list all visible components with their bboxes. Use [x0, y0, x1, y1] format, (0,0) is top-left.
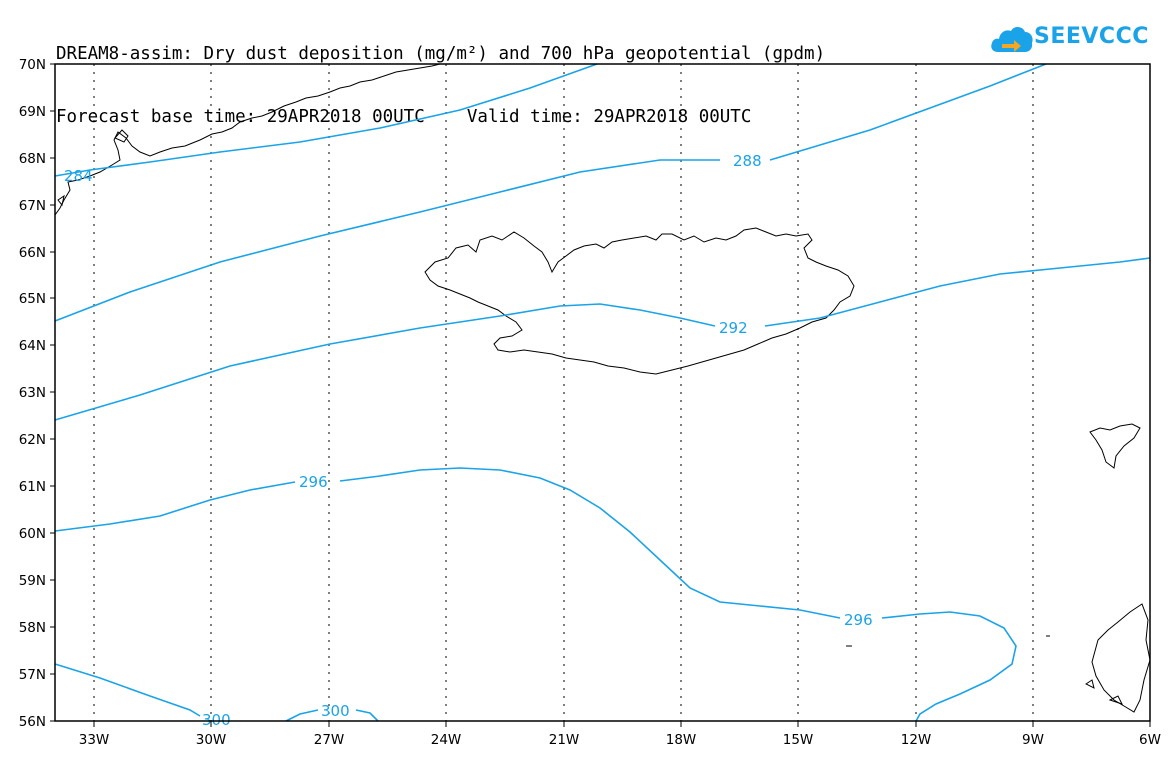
lat-label: 66N: [19, 245, 46, 261]
lat-label: 58N: [19, 620, 46, 636]
lon-label: 33W: [79, 732, 110, 748]
lat-label: 70N: [19, 57, 46, 73]
contour-296-upper: [54, 467, 1017, 722]
logo-text: SEEVCCC: [1034, 24, 1149, 49]
lat-label: 57N: [19, 667, 46, 683]
geopotential-contours: [54, 63, 1151, 722]
lon-label: 9W: [1022, 732, 1044, 748]
contour-label: 292: [719, 319, 748, 337]
lon-label: 6W: [1139, 732, 1161, 748]
seevccc-logo: SEEVCCC: [990, 22, 1148, 56]
scotland-coast: [1091, 603, 1151, 713]
map-title: DREAM8-assim: Dry dust deposition (mg/m²…: [56, 2, 825, 149]
cloud-icon: [991, 26, 1033, 52]
lon-label: 12W: [901, 732, 932, 748]
contour-label: 296: [844, 611, 873, 629]
lon-label: 24W: [431, 732, 462, 748]
map-frame: [54, 63, 1151, 722]
contour-label: 284: [64, 167, 93, 185]
longitude-axis: 33W 30W 27W 24W 21W 18W 15W 12W 9W 6W: [79, 721, 1161, 748]
contour-label: 288: [733, 152, 762, 170]
lon-label: 21W: [549, 732, 580, 748]
lat-label: 67N: [19, 198, 46, 214]
lat-label: 61N: [19, 479, 46, 495]
faroe-coast: [1089, 423, 1141, 469]
contour-label: 300: [202, 711, 231, 729]
contour-292: [54, 257, 1151, 421]
lat-label: 69N: [19, 104, 46, 120]
lat-label: 65N: [19, 291, 46, 307]
iceland-coast: [424, 227, 855, 375]
lat-label: 64N: [19, 338, 46, 354]
contour-label: 296: [299, 473, 328, 491]
latitude-axis: 70N 69N 68N 67N 66N 65N 64N 63N 62N 61N …: [19, 57, 55, 730]
lat-label: 56N: [19, 714, 46, 730]
lon-label: 27W: [314, 732, 345, 748]
coastlines: [54, 63, 1151, 713]
contour-300-center: [285, 709, 379, 722]
lat-label: 60N: [19, 526, 46, 542]
lon-label: 18W: [666, 732, 697, 748]
lat-label: 68N: [19, 151, 46, 167]
lon-label: 30W: [196, 732, 227, 748]
greenland-coast: [54, 63, 441, 216]
lat-label: 59N: [19, 573, 46, 589]
title-line-2: Forecast base time: 29APR2018 00UTC Vali…: [56, 107, 752, 127]
longitude-gridlines: [93, 64, 1034, 721]
contour-labels: 284 288 292 296 296 300 300: [64, 152, 873, 729]
lat-label: 62N: [19, 432, 46, 448]
contour-300-left: [54, 663, 201, 717]
title-line-1: DREAM8-assim: Dry dust deposition (mg/m²…: [56, 44, 826, 64]
contour-288: [54, 63, 1047, 322]
contour-label: 300: [321, 702, 350, 720]
lat-label: 63N: [19, 385, 46, 401]
lon-label: 15W: [783, 732, 814, 748]
contour-284: [54, 63, 598, 177]
